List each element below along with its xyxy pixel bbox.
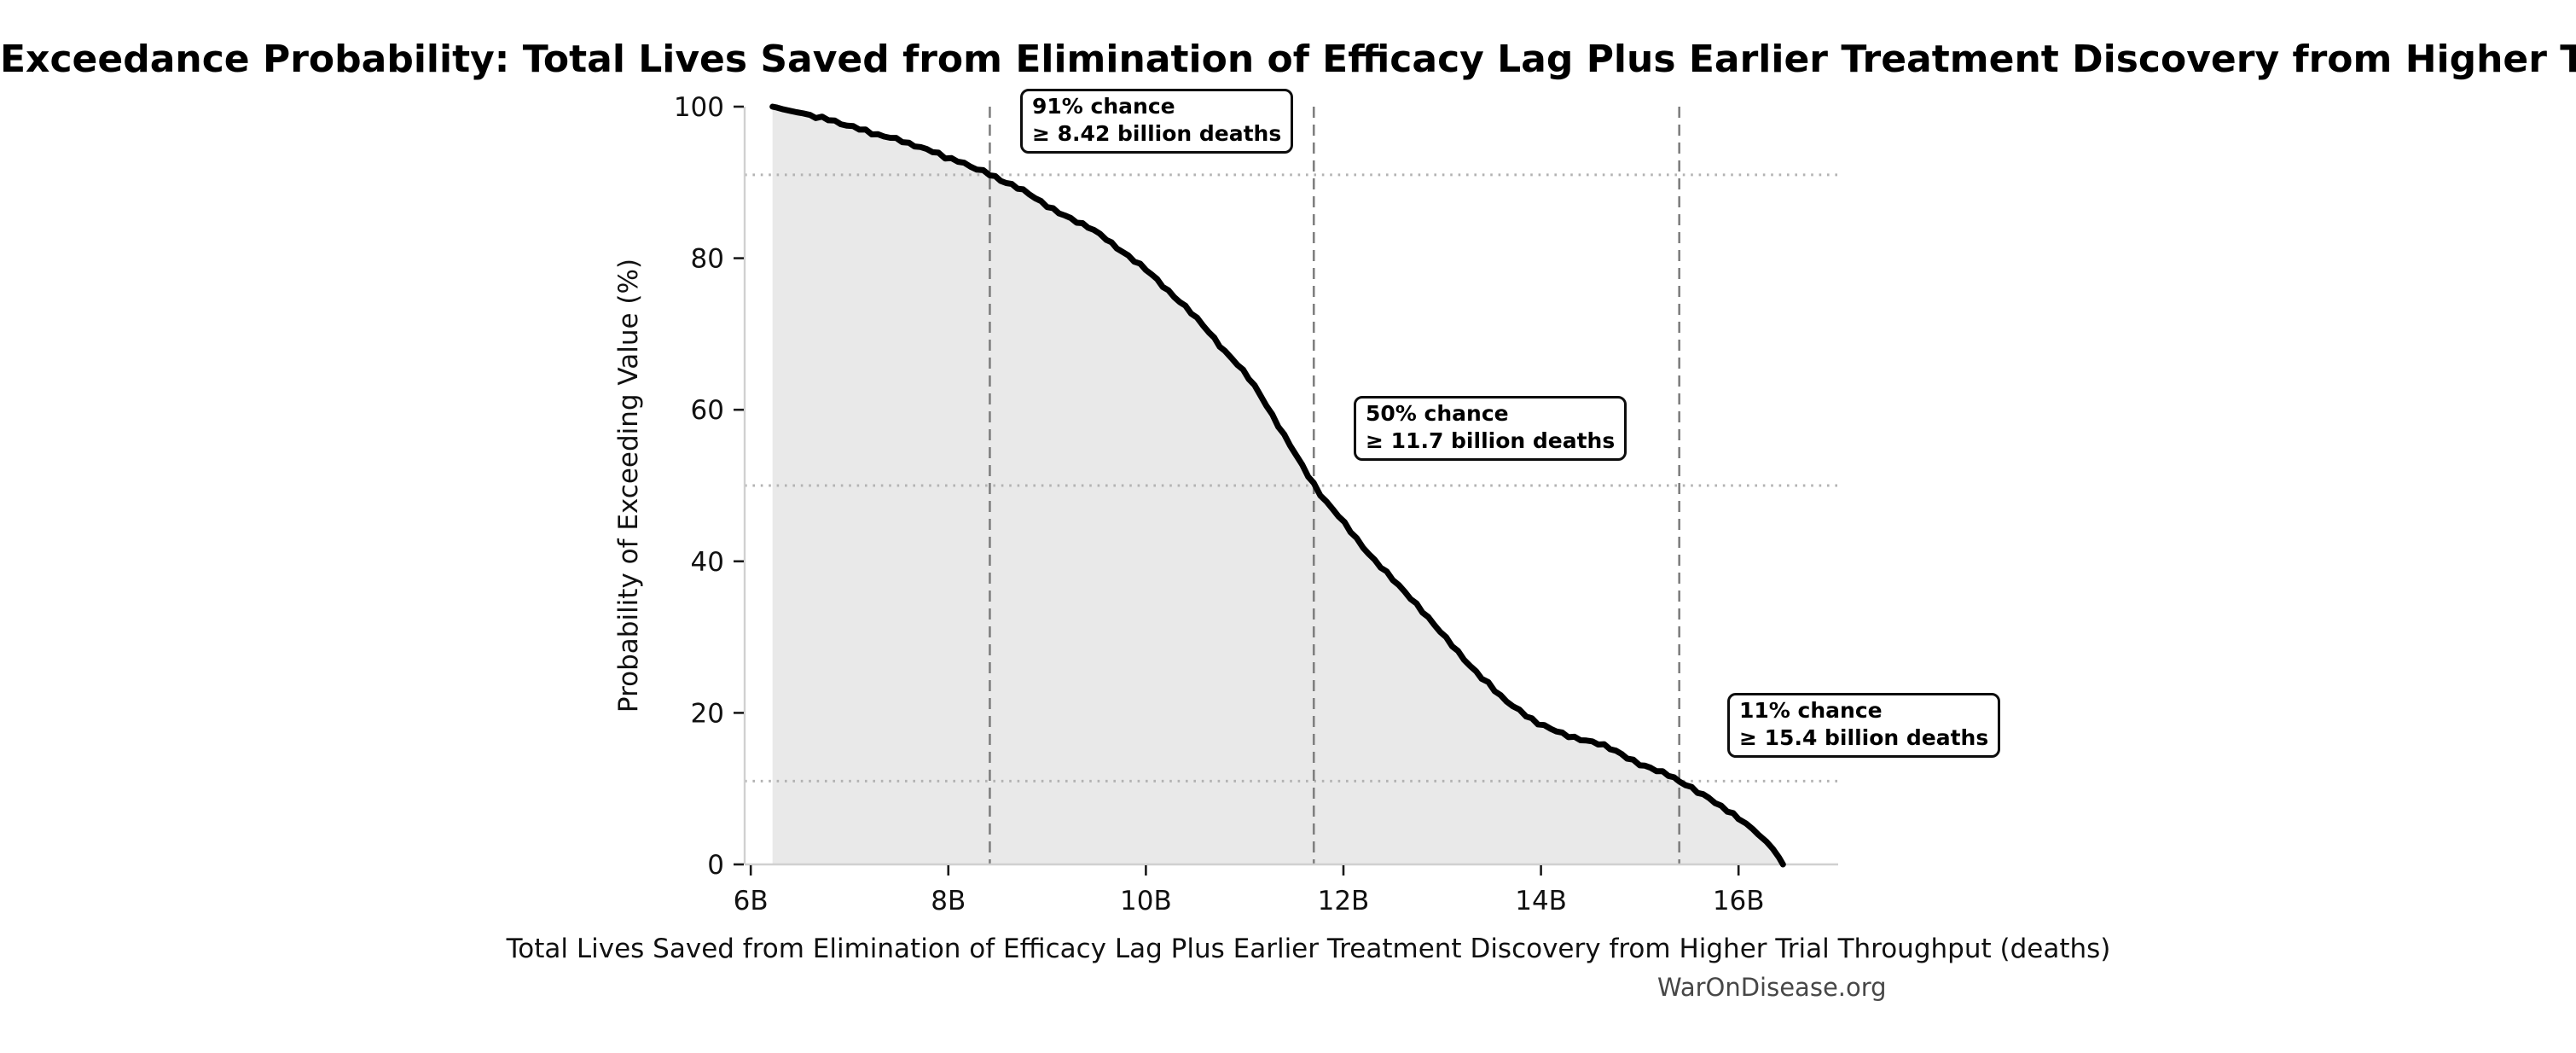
y-tick-label: 100 bbox=[674, 92, 724, 123]
annotation-value-text: ≥ 15.4 billion deaths bbox=[1739, 725, 1989, 750]
x-tick-label: 12B bbox=[1318, 886, 1370, 916]
y-tick-label: 40 bbox=[691, 547, 724, 578]
annotation-value-text: ≥ 8.42 billion deaths bbox=[1032, 121, 1282, 146]
x-tick-label: 14B bbox=[1515, 886, 1567, 916]
annotation-11-percent: 11% chance ≥ 15.4 billion deaths bbox=[1727, 693, 2001, 758]
x-tick-label: 6B bbox=[734, 886, 769, 916]
exceedance-curve bbox=[769, 103, 1786, 868]
x-axis-label: Total Lives Saved from Elimination of Ef… bbox=[506, 934, 2111, 964]
y-tick-label: 60 bbox=[691, 395, 724, 426]
annotation-91-percent: 91% chance ≥ 8.42 billion deaths bbox=[1020, 89, 1294, 154]
watermark: WarOnDisease.org bbox=[1657, 973, 1887, 1002]
y-tick-label: 0 bbox=[707, 850, 724, 881]
annotation-value-text: ≥ 11.7 billion deaths bbox=[1366, 428, 1616, 453]
x-tick-label: 10B bbox=[1120, 886, 1172, 916]
y-axis-label: Probability of Exceeding Value (%) bbox=[613, 258, 644, 713]
x-tick-label: 16B bbox=[1713, 886, 1765, 916]
curve-fill-area bbox=[772, 107, 1784, 864]
x-tick-label: 8B bbox=[931, 886, 966, 916]
annotation-chance-text: 11% chance bbox=[1739, 698, 1883, 723]
annotation-50-percent: 50% chance ≥ 11.7 billion deaths bbox=[1354, 396, 1627, 461]
annotation-chance-text: 91% chance bbox=[1032, 94, 1175, 119]
y-tick-label: 20 bbox=[691, 698, 724, 729]
annotation-chance-text: 50% chance bbox=[1366, 401, 1509, 426]
chart-title: Exceedance Probability: Total Lives Save… bbox=[0, 38, 2576, 81]
y-tick-label: 80 bbox=[691, 244, 724, 275]
